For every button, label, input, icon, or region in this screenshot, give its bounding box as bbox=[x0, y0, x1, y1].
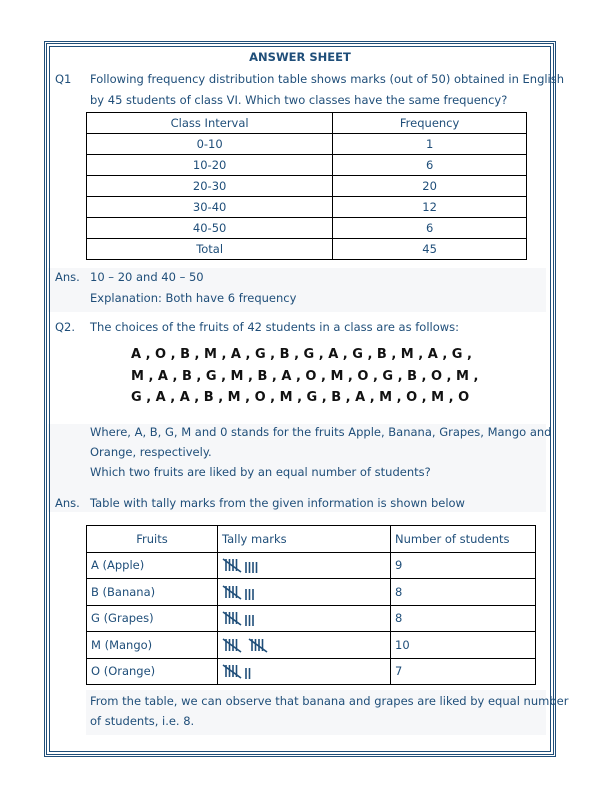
cell: 45 bbox=[332, 238, 527, 260]
letters-line: A , O , B , M , A , G , B , G , A , G , … bbox=[131, 347, 472, 362]
conclusion-2: of students, i.e. 8. bbox=[90, 714, 195, 728]
tally-marks-icon bbox=[222, 611, 254, 627]
count-cell: 8 bbox=[390, 578, 536, 606]
table-row: A (Apple) 9 bbox=[86, 551, 536, 579]
tally-cell bbox=[217, 657, 391, 685]
cell: 6 bbox=[332, 217, 527, 239]
fruit-choices-image: A , O , B , M , A , G , B , G , A , G , … bbox=[128, 344, 481, 410]
question-shade bbox=[48, 424, 546, 512]
cell: 20-30 bbox=[85, 175, 334, 197]
q2-text-3: Orange, respectively. bbox=[90, 445, 212, 459]
page-border bbox=[44, 41, 556, 757]
cell: 1 bbox=[332, 133, 527, 155]
table-row: 10-20 6 bbox=[85, 154, 527, 176]
tally-marks-icon bbox=[222, 585, 254, 600]
q2-label: Q2. bbox=[55, 320, 76, 334]
q2-text-1: The choices of the fruits of 42 students… bbox=[90, 320, 460, 334]
table-row: 40-50 6 bbox=[85, 217, 527, 239]
tally-cell bbox=[217, 578, 391, 606]
table-row: G (Grapes) 8 bbox=[86, 604, 536, 632]
tally-cell bbox=[217, 551, 391, 579]
count-cell: 10 bbox=[390, 631, 536, 659]
conclusion-shade bbox=[86, 690, 546, 735]
header-cell: Number of students bbox=[390, 525, 536, 553]
tally-cross bbox=[248, 638, 268, 653]
cell: 40-50 bbox=[85, 217, 334, 239]
count-cell: 9 bbox=[390, 551, 536, 579]
tally-cross bbox=[222, 558, 242, 573]
fruit-cell: O (Orange) bbox=[86, 657, 218, 685]
fruit-cell: A (Apple) bbox=[86, 551, 218, 579]
tally-cross bbox=[222, 664, 242, 679]
table-row: 0-10 1 bbox=[85, 133, 527, 155]
conclusion-1: From the table, we can observe that bana… bbox=[90, 694, 569, 708]
tally-cross bbox=[222, 585, 242, 600]
table-row: 30-40 12 bbox=[85, 196, 527, 218]
count-cell: 7 bbox=[390, 657, 536, 685]
letters-line: M , A , B , G , M , B , A , O , M , O , … bbox=[131, 368, 479, 384]
cell: Total bbox=[85, 238, 334, 260]
tally-cross bbox=[222, 638, 242, 653]
a1-label: Ans. bbox=[55, 270, 80, 284]
page-title: ANSWER SHEET bbox=[249, 50, 351, 64]
table-row: M (Mango) 10 bbox=[86, 631, 536, 659]
a1-text-2: Explanation: Both have 6 frequency bbox=[90, 291, 297, 305]
q1-text-2: by 45 students of class VI. Which two cl… bbox=[90, 93, 508, 107]
letters-line: G , A , A , B , M , O , M , G , B , A , … bbox=[131, 390, 470, 405]
header-cell: Class Interval bbox=[85, 112, 334, 134]
cell: 30-40 bbox=[85, 196, 334, 218]
tally-cell bbox=[217, 631, 391, 659]
q2-text-2: Where, A, B, G, M and 0 stands for the f… bbox=[90, 425, 552, 439]
tally-table: Fruits Tally marks Number of students A … bbox=[86, 525, 536, 685]
answer-shade bbox=[48, 268, 546, 312]
a1-text-1: 10 – 20 and 40 – 50 bbox=[90, 270, 204, 284]
header-cell: Fruits bbox=[86, 525, 218, 553]
fruit-cell: B (Banana) bbox=[86, 578, 218, 606]
a2-intro: Table with tally marks from the given in… bbox=[90, 496, 465, 510]
header-cell: Frequency bbox=[332, 112, 527, 134]
tally-cross bbox=[222, 611, 242, 626]
fruit-cell: M (Mango) bbox=[86, 631, 218, 659]
a2-label: Ans. bbox=[55, 496, 80, 510]
table-row: 20-30 20 bbox=[85, 175, 527, 197]
q1-label: Q1 bbox=[55, 72, 72, 86]
cell: 6 bbox=[332, 154, 527, 176]
header-cell: Tally marks bbox=[217, 525, 391, 553]
fruit-cell: G (Grapes) bbox=[86, 604, 218, 632]
tally-marks-icon bbox=[222, 558, 258, 574]
table-row: O (Orange) 7 bbox=[86, 657, 536, 685]
tally-marks-icon bbox=[222, 638, 268, 653]
table-row: B (Banana) 8 bbox=[86, 578, 536, 606]
count-cell: 8 bbox=[390, 604, 536, 632]
cell: 20 bbox=[332, 175, 527, 197]
q1-text-1: Following frequency distribution table s… bbox=[90, 72, 565, 86]
q2-text-4: Which two fruits are liked by an equal n… bbox=[90, 465, 431, 479]
cell: 12 bbox=[332, 196, 527, 218]
table-header-row: Fruits Tally marks Number of students bbox=[86, 525, 536, 553]
table-row: Total 45 bbox=[85, 238, 527, 260]
table-header-row: Class Interval Frequency bbox=[85, 112, 527, 134]
tally-marks-icon bbox=[222, 664, 251, 680]
frequency-table: Class Interval Frequency 0-10 1 10-20 6 20-… bbox=[85, 112, 527, 260]
tally-cell bbox=[217, 604, 391, 632]
cell: 0-10 bbox=[85, 133, 334, 155]
cell: 10-20 bbox=[85, 154, 334, 176]
